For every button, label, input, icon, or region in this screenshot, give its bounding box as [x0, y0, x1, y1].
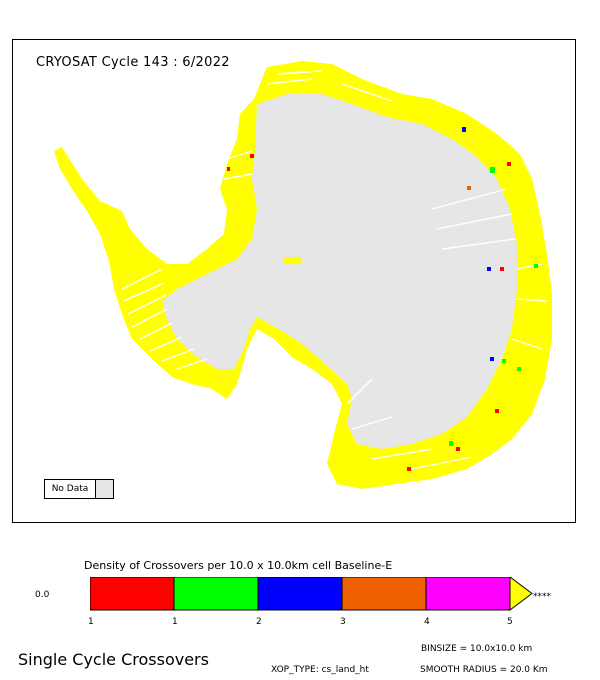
- legend-tick: 4: [424, 617, 430, 627]
- binsize-label: BINSIZE = 10.0x10.0 km: [421, 644, 533, 654]
- map-title: CRYOSAT Cycle 143 : 6/2022: [36, 55, 230, 70]
- legend-tick: 5: [507, 617, 513, 627]
- no-data-label: No Data: [45, 480, 96, 498]
- xop-type-label: XOP_TYPE: cs_land_ht: [271, 665, 369, 675]
- legend-overflow-label: ****: [533, 592, 551, 602]
- legend-colorbar: [90, 577, 533, 611]
- footer-title: Single Cycle Crossovers: [18, 650, 209, 669]
- legend-title: Density of Crossovers per 10.0 x 10.0km …: [84, 559, 393, 572]
- legend-tick: 1: [88, 617, 94, 627]
- legend-swatch-2: [173, 577, 259, 611]
- track-gaps: [121, 70, 548, 470]
- legend-tick: 1: [172, 617, 178, 627]
- legend-overflow-arrow: [509, 577, 533, 611]
- land-interior: [162, 94, 517, 449]
- antarctica-map: [54, 61, 552, 489]
- legend-zero-label: 0.0: [35, 590, 50, 600]
- legend-swatch-5: [425, 577, 511, 611]
- interior-cell: [284, 257, 302, 264]
- legend-tick: 3: [340, 617, 346, 627]
- legend-tick: 2: [256, 617, 262, 627]
- no-data-swatch: [96, 480, 113, 498]
- legend-swatch-4: [341, 577, 427, 611]
- smooth-radius-label: SMOOTH RADIUS = 20.0 Km: [420, 665, 548, 675]
- no-data-key: No Data: [44, 479, 114, 499]
- legend-swatch-3: [257, 577, 343, 611]
- legend-swatch-1: [90, 577, 175, 611]
- density-cells: [227, 127, 538, 471]
